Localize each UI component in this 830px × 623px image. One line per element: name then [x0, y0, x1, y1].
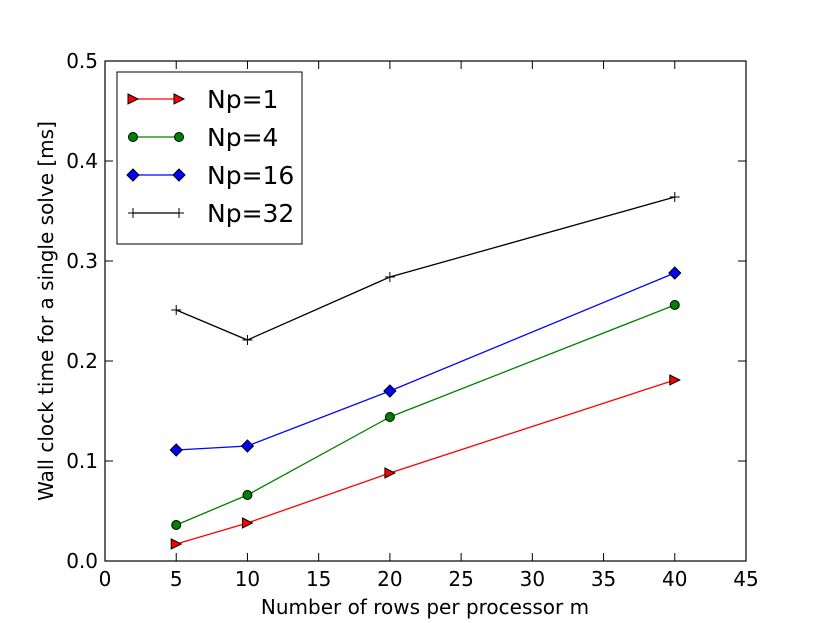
x-tick-label: 20	[377, 567, 402, 591]
series-line	[176, 379, 675, 545]
series-line	[175, 196, 675, 341]
data-point	[383, 384, 397, 398]
legend-label: Np=4	[207, 123, 278, 152]
data-point	[242, 335, 253, 345]
x-tick-label: 0	[99, 567, 112, 591]
y-tick-label: 0.5	[66, 49, 98, 73]
data-point	[241, 517, 254, 529]
series-line	[175, 304, 676, 526]
plot-frame	[104, 60, 747, 562]
x-tick-label: 25	[448, 567, 473, 591]
series-Np=32	[171, 192, 680, 345]
y-axis-label: Wall clock time for a single solve [ms]	[34, 121, 58, 501]
tick-layer: 0 5 10 15 20 25 30 35 40 45 0.0 0.1 0.2 0.3 0.4 0.5	[66, 49, 759, 591]
legend-marker	[127, 93, 140, 105]
legend-item: Np=16	[126, 161, 294, 190]
x-tick-label: 10	[235, 567, 260, 591]
data-point	[669, 300, 680, 310]
legend-item: Np=1	[127, 85, 278, 114]
data-point	[171, 305, 182, 315]
legend-marker	[172, 168, 186, 182]
legend-marker	[173, 93, 186, 105]
series-layer	[169, 192, 682, 550]
data-point	[240, 439, 255, 453]
series-Np=16	[169, 266, 682, 457]
legend-frame	[116, 71, 303, 245]
y-tick-label: 0.0	[66, 549, 98, 573]
legend-label: Np=16	[207, 161, 294, 190]
legend-label: Np=1	[207, 85, 278, 114]
legend-marker	[174, 132, 184, 142]
series-line	[176, 272, 676, 451]
data-point	[384, 467, 397, 479]
x-tick-label: 5	[170, 567, 183, 591]
data-point	[242, 490, 253, 500]
data-point	[384, 412, 395, 422]
x-tick-label: 45	[733, 567, 758, 591]
legend-item: Np=4	[128, 123, 278, 152]
data-point	[669, 374, 681, 386]
legend-marker	[128, 132, 138, 142]
x-tick-label: 30	[520, 567, 545, 591]
y-tick-label: 0.1	[66, 449, 98, 473]
y-tick-label: 0.4	[66, 149, 98, 173]
legend-marker	[126, 168, 140, 182]
data-point	[668, 266, 682, 280]
legend-marker	[174, 208, 184, 218]
legend-label: Np=32	[207, 199, 294, 228]
y-tick-label: 0.3	[66, 249, 98, 273]
series-Np=4	[171, 300, 680, 530]
x-tick-label: 35	[591, 567, 616, 591]
data-point	[669, 192, 680, 202]
y-tick-label: 0.2	[66, 349, 98, 373]
data-point	[384, 272, 395, 282]
data-point	[171, 520, 182, 530]
legend: Np=1 Np=4 Np=16 Np=32	[116, 71, 303, 245]
legend-item: Np=32	[128, 199, 294, 228]
x-tick-label: 40	[662, 567, 687, 591]
data-point	[170, 538, 183, 550]
legend-marker	[128, 208, 138, 218]
data-point	[169, 443, 183, 457]
series-Np=1	[170, 374, 681, 550]
x-tick-label: 15	[306, 567, 331, 591]
x-axis-label: Number of rows per processor m	[261, 595, 589, 619]
